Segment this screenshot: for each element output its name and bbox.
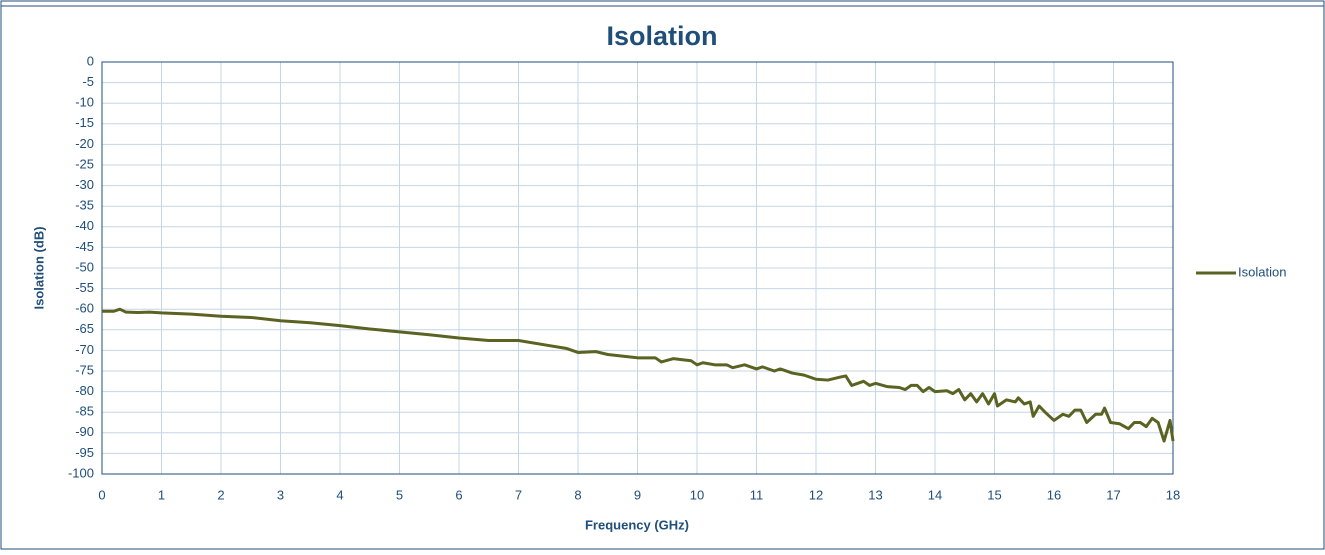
x-tick-label: 3 <box>277 487 284 502</box>
x-tick-label: 4 <box>336 487 343 502</box>
y-tick-label: -5 <box>82 74 94 89</box>
x-tick-label: 17 <box>1106 487 1120 502</box>
y-tick-label: -20 <box>75 136 94 151</box>
y-tick-label: -75 <box>75 362 94 377</box>
y-tick-label: -95 <box>75 445 94 460</box>
y-tick-label: -65 <box>75 321 94 336</box>
x-tick-label: 1 <box>158 487 165 502</box>
y-tick-label: 0 <box>87 53 94 68</box>
x-tick-label: 11 <box>750 487 764 502</box>
y-tick-label: -40 <box>75 218 94 233</box>
y-tick-label: -15 <box>75 115 94 130</box>
x-tick-label: 10 <box>690 487 704 502</box>
y-tick-label: -35 <box>75 198 94 213</box>
x-tick-label: 5 <box>396 487 403 502</box>
x-tick-label: 14 <box>928 487 942 502</box>
y-tick-label: -10 <box>75 95 94 110</box>
x-axis-label: Frequency (GHz) <box>585 517 689 532</box>
x-tick-label: 6 <box>455 487 462 502</box>
chart-title: Isolation <box>606 21 717 51</box>
data-line <box>102 307 1175 443</box>
x-tick-label: 7 <box>515 487 522 502</box>
y-tick-label: -30 <box>75 177 94 192</box>
x-tick-label: 12 <box>809 487 823 502</box>
plot-border <box>101 61 1174 475</box>
legend-label: Isolation <box>1238 264 1286 279</box>
y-tick-label: -70 <box>75 342 94 357</box>
y-tick-label: -45 <box>75 239 94 254</box>
y-tick-label: -50 <box>75 259 94 274</box>
y-tick-label: -55 <box>75 280 94 295</box>
x-tick-label: 18 <box>1166 487 1180 502</box>
y-axis-label: Isolation (dB) <box>31 226 46 309</box>
x-tick-label: 0 <box>98 487 105 502</box>
x-tick-label: 2 <box>217 487 224 502</box>
y-tick-label: -90 <box>75 424 94 439</box>
x-tick-label: 16 <box>1047 487 1061 502</box>
y-tick-label: -85 <box>75 404 94 419</box>
x-tick-label: 15 <box>987 487 1001 502</box>
y-tick-label: -60 <box>75 301 94 316</box>
x-tick-label: 8 <box>574 487 581 502</box>
x-tick-label: 13 <box>868 487 882 502</box>
y-tick-label: -100 <box>68 465 94 480</box>
y-tick-label: -25 <box>75 156 94 171</box>
x-tick-label: 9 <box>634 487 641 502</box>
y-tick-label: -80 <box>75 383 94 398</box>
